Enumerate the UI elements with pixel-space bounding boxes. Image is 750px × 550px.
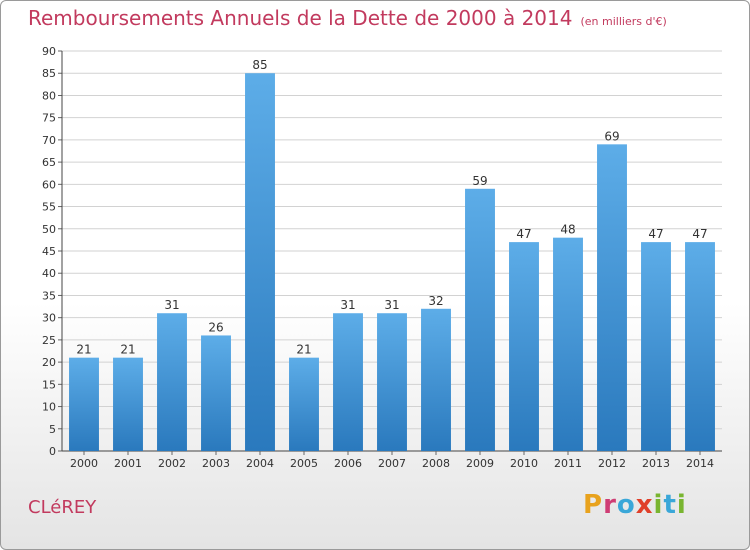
bar-2001 xyxy=(113,357,143,451)
data-label-2004: 85 xyxy=(252,58,267,72)
bar-2005 xyxy=(289,357,319,451)
logo-letter: P xyxy=(583,490,604,520)
bars xyxy=(69,73,715,452)
y-tick-label: 25 xyxy=(42,334,56,347)
y-tick-label: 15 xyxy=(42,378,56,391)
chart-subtitle: (en milliers d'€) xyxy=(580,15,667,28)
y-tick-label: 75 xyxy=(42,112,56,125)
y-tick-label: 10 xyxy=(42,401,56,414)
x-tick-label-2005: 2005 xyxy=(290,457,318,470)
bar-2003 xyxy=(201,335,231,451)
x-tick-label-2001: 2001 xyxy=(114,457,142,470)
x-tick-label-2003: 2003 xyxy=(202,457,230,470)
data-label-2007: 31 xyxy=(384,298,399,312)
y-tick-label: 60 xyxy=(42,178,56,191)
bar-2000 xyxy=(69,357,99,451)
x-tick-label-2010: 2010 xyxy=(510,457,538,470)
bar-2010 xyxy=(509,242,539,451)
x-tick-label-2008: 2008 xyxy=(422,457,450,470)
x-tick-label-2013: 2013 xyxy=(642,457,670,470)
y-tick-label: 5 xyxy=(49,423,56,436)
chart-title-text: Remboursements Annuels de la Dette de 20… xyxy=(28,6,573,30)
y-tick-label: 80 xyxy=(42,89,56,102)
y-tick-label: 50 xyxy=(42,223,56,236)
bar-2006 xyxy=(333,313,363,451)
y-tick-label: 40 xyxy=(42,267,56,280)
bar-2004 xyxy=(245,73,275,451)
bar-2009 xyxy=(465,188,495,451)
bar-2011 xyxy=(553,237,583,451)
data-label-2006: 31 xyxy=(340,298,355,312)
x-tick-label-2012: 2012 xyxy=(598,457,626,470)
data-label-2002: 31 xyxy=(164,298,179,312)
logo-letter: x xyxy=(635,490,654,520)
bar-2014 xyxy=(685,242,715,451)
bar-2013 xyxy=(641,242,671,451)
data-label-2009: 59 xyxy=(472,174,487,188)
data-label-2010: 47 xyxy=(516,227,531,241)
bar-2002 xyxy=(157,313,187,451)
bar-2007 xyxy=(377,313,407,451)
y-tick-label: 90 xyxy=(42,45,56,58)
x-tick-label-2009: 2009 xyxy=(466,457,494,470)
bar-2008 xyxy=(421,308,451,451)
y-tick-labels: 0 5 10 15 20 25 30 35 40 45 50 55 60 65 70 75 80 85 90 xyxy=(42,45,56,458)
logo-letter: r xyxy=(603,490,617,520)
y-tick-label: 85 xyxy=(42,67,56,80)
logo-letter: i xyxy=(653,490,664,520)
data-label-2014: 47 xyxy=(692,227,707,241)
bar-2012 xyxy=(597,144,627,452)
logo-letter: i xyxy=(676,490,687,520)
y-tick-label: 30 xyxy=(42,312,56,325)
y-tick-label: 55 xyxy=(42,201,56,214)
x-tick-label-2007: 2007 xyxy=(378,457,406,470)
chart-title: Remboursements Annuels de la Dette de 20… xyxy=(28,6,667,30)
data-label-2001: 21 xyxy=(120,343,135,357)
logo-letter: o xyxy=(616,490,636,520)
data-label-2008: 32 xyxy=(428,294,443,308)
x-tick-label-2006: 2006 xyxy=(334,457,362,470)
data-label-2011: 48 xyxy=(560,223,575,237)
proxiti-logo: Proxiti xyxy=(583,490,687,520)
x-tick-label-2014: 2014 xyxy=(686,457,714,470)
commune-name: CLéREY xyxy=(28,497,97,518)
data-label-2003: 26 xyxy=(208,320,223,334)
logo-letter: t xyxy=(663,490,677,520)
x-tick-label-2000: 2000 xyxy=(70,457,98,470)
y-tick-label: 0 xyxy=(49,445,56,458)
y-tick-label: 70 xyxy=(42,134,56,147)
data-labels: 21 21 31 26 85 21 31 31 32 59 47 48 69 47 47 xyxy=(76,58,707,356)
x-tick-labels: 2000 2001 2002 2003 2004 2005 2006 2007 2008 2009… xyxy=(70,451,714,470)
data-label-2005: 21 xyxy=(296,343,311,357)
y-tick-label: 65 xyxy=(42,156,56,169)
data-label-2012: 69 xyxy=(604,129,619,143)
y-tick-label: 45 xyxy=(42,245,56,258)
x-tick-label-2011: 2011 xyxy=(554,457,582,470)
data-label-2000: 21 xyxy=(76,343,91,357)
x-tick-label-2002: 2002 xyxy=(158,457,186,470)
y-tick-label: 20 xyxy=(42,356,56,369)
x-tick-label-2004: 2004 xyxy=(246,457,274,470)
data-label-2013: 47 xyxy=(648,227,663,241)
y-tick-label: 35 xyxy=(42,289,56,302)
